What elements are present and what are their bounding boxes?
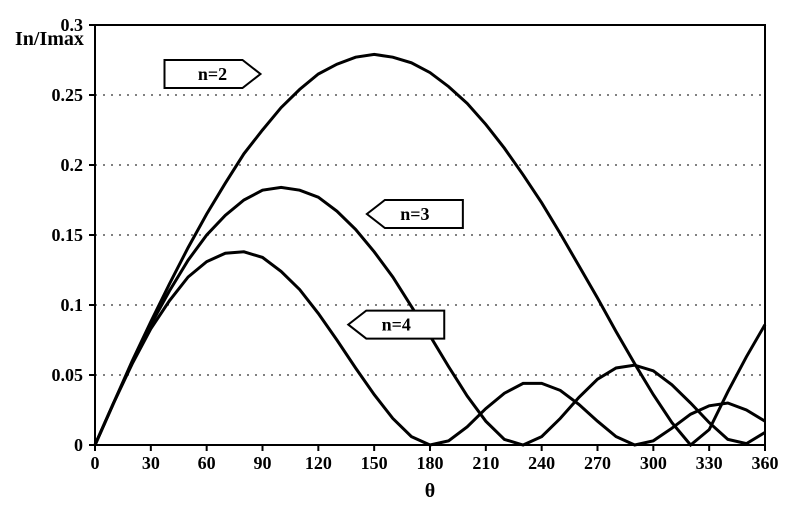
callout-label-n4: n=4 — [382, 315, 411, 335]
x-tick-label: 240 — [528, 453, 555, 473]
x-tick-label: 60 — [198, 453, 216, 473]
y-tick-label: 0.15 — [52, 225, 84, 245]
x-tick-label: 300 — [640, 453, 667, 473]
y-tick-label: 0.2 — [61, 155, 84, 175]
callout-label-n2: n=2 — [198, 64, 227, 84]
chart-svg: 0 30 60 90 120 150 180 210 240 270 300 330 360 0 0.05 0… — [0, 0, 800, 518]
y-tick-label: 0.05 — [52, 365, 84, 385]
x-tick-label: 360 — [752, 453, 779, 473]
x-tick-label: 330 — [696, 453, 723, 473]
x-tick-label: 210 — [472, 453, 499, 473]
y-axis-label: In/Imax — [15, 28, 84, 50]
chart-container: 0 30 60 90 120 150 180 210 240 270 300 330 360 0 0.05 0… — [0, 0, 800, 518]
series-n4 — [95, 252, 765, 445]
x-tick-label: 150 — [361, 453, 388, 473]
x-tick-label: 0 — [91, 453, 100, 473]
callout-label-n3: n=3 — [400, 204, 429, 224]
y-tick-label: 0.1 — [61, 295, 84, 315]
x-axis-label: θ — [425, 480, 435, 502]
y-tick-label: 0.25 — [52, 85, 84, 105]
x-tick-label: 120 — [305, 453, 332, 473]
x-tick-label: 30 — [142, 453, 160, 473]
y-tick-label: 0 — [74, 435, 83, 455]
x-tick-label: 90 — [254, 453, 272, 473]
x-tick-label: 180 — [417, 453, 444, 473]
x-tick-label: 270 — [584, 453, 611, 473]
